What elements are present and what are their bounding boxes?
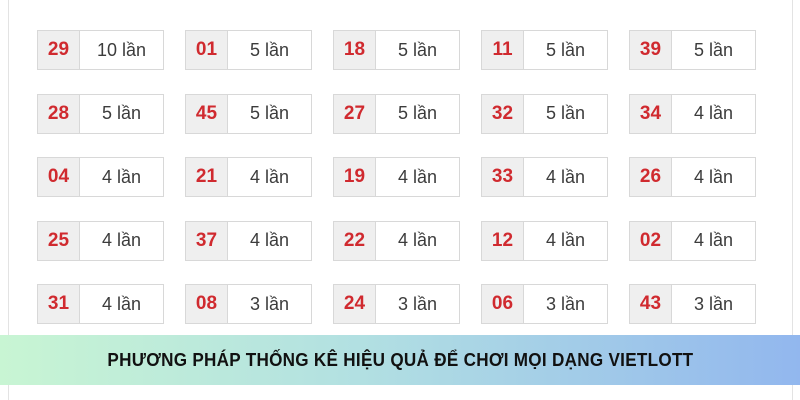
number-frequency-cell: 18 5 lần — [333, 30, 460, 70]
frequency-count: 5 lần — [101, 103, 142, 123]
number-frequency-cell: 31 4 lần — [37, 284, 164, 324]
frequency-count: 4 lần — [101, 230, 142, 250]
promo-banner[interactable]: PHƯƠNG PHÁP THỐNG KÊ HIỆU QUẢ ĐỂ CHƠI MỌ… — [0, 335, 800, 385]
number-frequency-cell: 19 4 lần — [333, 157, 460, 197]
number-frequency-cell: 11 5 lần — [481, 30, 608, 70]
lottery-number: 39 — [630, 31, 672, 69]
frequency-count: 4 lần — [249, 230, 290, 250]
lottery-number: 11 — [482, 31, 524, 69]
number-frequency-cell: 32 5 lần — [481, 93, 608, 134]
number-frequency-cell: 37 4 lần — [185, 220, 312, 261]
frequency-count: 5 lần — [693, 39, 734, 60]
frequency-count: 4 lần — [101, 166, 142, 187]
frequency-grid: 29 10 lần 01 5 lần 18 5 lần 11 5 lần 39 … — [37, 30, 756, 324]
lottery-number: 33 — [482, 158, 524, 196]
lottery-number: 43 — [630, 285, 672, 323]
frequency-count: 5 lần — [249, 103, 290, 123]
lottery-number: 19 — [334, 158, 376, 196]
number-frequency-cell: 12 4 lần — [481, 220, 608, 261]
number-frequency-cell: 27 5 lần — [333, 93, 460, 134]
frequency-count: 4 lần — [545, 166, 586, 187]
frequency-count: 4 lần — [397, 166, 438, 187]
lottery-number: 06 — [482, 285, 524, 323]
lottery-number: 24 — [334, 285, 376, 323]
lottery-number: 27 — [334, 94, 376, 133]
lottery-number: 34 — [630, 94, 672, 133]
lottery-number: 04 — [38, 158, 80, 196]
lottery-number: 02 — [630, 221, 672, 260]
number-frequency-cell: 28 5 lần — [37, 93, 164, 134]
lottery-number: 26 — [630, 158, 672, 196]
frequency-count: 4 lần — [249, 166, 290, 187]
frequency-count: 3 lần — [249, 293, 290, 314]
frequency-count: 3 lần — [397, 293, 438, 314]
lottery-number: 45 — [186, 94, 228, 133]
number-frequency-cell: 26 4 lần — [629, 157, 756, 197]
frequency-count: 3 lần — [693, 293, 734, 314]
number-frequency-cell: 39 5 lần — [629, 30, 756, 70]
number-frequency-cell: 34 4 lần — [629, 93, 756, 134]
number-frequency-cell: 01 5 lần — [185, 30, 312, 70]
frequency-count: 10 lần — [96, 39, 147, 60]
number-frequency-cell: 43 3 lần — [629, 284, 756, 324]
number-frequency-cell: 22 4 lần — [333, 220, 460, 261]
lottery-number: 32 — [482, 94, 524, 133]
frequency-count: 4 lần — [101, 293, 142, 314]
number-frequency-cell: 33 4 lần — [481, 157, 608, 197]
lottery-number: 37 — [186, 221, 228, 260]
frequency-count: 5 lần — [397, 103, 438, 123]
promo-banner-text: PHƯƠNG PHÁP THỐNG KÊ HIỆU QUẢ ĐỂ CHƠI MỌ… — [106, 349, 694, 370]
lottery-number: 18 — [334, 31, 376, 69]
frequency-count: 5 lần — [545, 103, 586, 123]
number-frequency-cell: 08 3 lần — [185, 284, 312, 324]
lottery-number: 01 — [186, 31, 228, 69]
number-frequency-cell: 24 3 lần — [333, 284, 460, 324]
number-frequency-cell: 04 4 lần — [37, 157, 164, 197]
lottery-number: 28 — [38, 94, 80, 133]
number-frequency-cell: 02 4 lần — [629, 220, 756, 261]
frequency-count: 5 lần — [545, 39, 586, 60]
number-frequency-cell: 25 4 lần — [37, 220, 164, 261]
lottery-number: 31 — [38, 285, 80, 323]
lottery-number: 08 — [186, 285, 228, 323]
frequency-count: 4 lần — [693, 103, 734, 123]
frequency-count: 4 lần — [545, 230, 586, 250]
lottery-number: 22 — [334, 221, 376, 260]
frequency-count: 4 lần — [397, 230, 438, 250]
number-frequency-cell: 29 10 lần — [37, 30, 164, 70]
frequency-count: 5 lần — [249, 39, 290, 60]
number-frequency-cell: 21 4 lần — [185, 157, 312, 197]
number-frequency-cell: 06 3 lần — [481, 284, 608, 324]
number-frequency-cell: 45 5 lần — [185, 93, 312, 134]
lottery-number: 12 — [482, 221, 524, 260]
frequency-count: 4 lần — [693, 230, 734, 250]
frequency-count: 4 lần — [693, 166, 734, 187]
lottery-number: 21 — [186, 158, 228, 196]
frequency-count: 3 lần — [545, 293, 586, 314]
lottery-number: 29 — [38, 31, 80, 69]
frequency-count: 5 lần — [397, 39, 438, 60]
lottery-number: 25 — [38, 221, 80, 260]
